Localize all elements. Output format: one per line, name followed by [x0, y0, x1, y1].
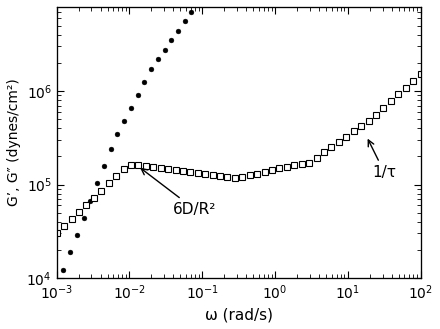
- Y-axis label: G’, G″ (dynes/cm²): G’, G″ (dynes/cm²): [7, 79, 21, 206]
- X-axis label: ω (rad/s): ω (rad/s): [205, 307, 273, 322]
- Text: 6D/R²: 6D/R²: [141, 168, 216, 217]
- Text: 1/τ: 1/τ: [368, 140, 397, 181]
